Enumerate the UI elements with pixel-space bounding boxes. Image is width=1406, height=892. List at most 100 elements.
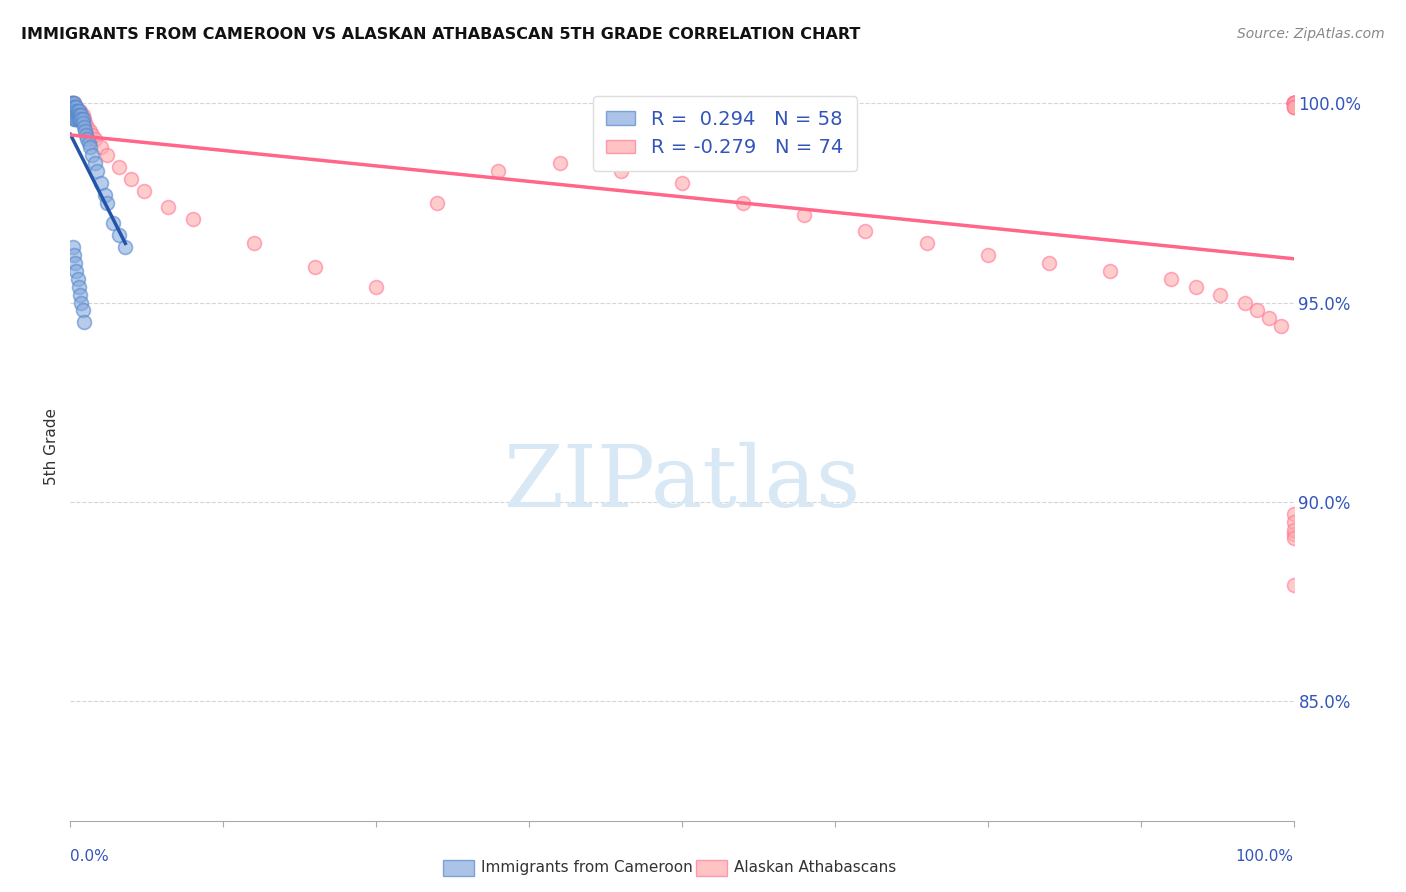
Point [59,96,82,111]
Point [1282,96,1305,111]
Point [67,112,90,127]
Point [69,104,91,119]
Point [793,208,815,222]
Point [70,112,93,127]
Point [65,104,87,119]
Point [1282,96,1305,111]
Point [65,104,87,119]
Point [65,263,87,277]
Point [69,112,91,127]
Point [73,116,96,130]
Point [73,112,96,127]
Text: Immigrants from Cameroon: Immigrants from Cameroon [481,860,693,874]
Text: 0.0%: 0.0% [70,848,110,863]
Point [82,128,104,142]
Point [1282,515,1305,529]
Point [67,279,90,293]
Point [96,148,118,162]
Point [63,100,86,114]
Point [86,164,108,178]
Text: IMMIGRANTS FROM CAMEROON VS ALASKAN ATHABASCAN 5TH GRADE CORRELATION CHART: IMMIGRANTS FROM CAMEROON VS ALASKAN ATHA… [21,27,860,42]
Point [63,112,86,127]
Point [70,295,93,310]
Point [62,240,84,254]
Point [67,108,90,122]
Point [65,100,87,114]
Point [62,104,84,119]
Point [72,108,94,122]
Point [1282,96,1305,111]
Point [62,108,84,122]
Text: Source: ZipAtlas.com: Source: ZipAtlas.com [1237,27,1385,41]
Point [69,287,91,301]
Point [63,96,86,111]
Point [157,200,180,214]
Point [62,96,84,111]
Point [76,120,98,135]
Point [63,108,86,122]
Point [70,108,93,122]
Point [72,303,94,318]
Point [1282,96,1305,111]
Point [121,172,143,186]
Point [67,104,90,119]
Point [66,108,89,122]
Point [63,100,86,114]
Point [1282,578,1305,592]
Point [976,248,998,262]
Point [1282,96,1305,111]
Text: ZIPatlas: ZIPatlas [503,442,860,525]
Point [90,176,112,190]
Point [67,104,90,119]
Point [1282,100,1305,114]
Point [65,108,87,122]
Y-axis label: 5th Grade: 5th Grade [44,408,59,484]
Point [610,164,633,178]
Text: 100.0%: 100.0% [1236,848,1294,863]
Point [1270,319,1292,334]
Point [62,100,84,114]
Point [1282,526,1305,541]
Point [60,100,83,114]
Point [59,100,82,114]
Point [90,140,112,154]
Text: Alaskan Athabascans: Alaskan Athabascans [734,860,896,874]
Point [96,195,118,210]
Point [548,156,571,170]
Point [1282,523,1305,537]
Point [1282,96,1305,111]
Point [1282,96,1305,111]
Point [1160,271,1182,285]
Legend: R =  0.294   N = 58, R = -0.279   N = 74: R = 0.294 N = 58, R = -0.279 N = 74 [592,96,856,171]
Point [63,255,86,269]
Point [79,140,101,154]
Point [62,96,84,111]
Point [108,160,131,174]
Point [66,104,89,119]
Point [63,112,86,127]
Point [72,116,94,130]
Point [67,108,90,122]
Point [66,112,89,127]
Point [366,279,388,293]
Point [62,100,84,114]
Point [1282,96,1305,111]
Point [82,148,104,162]
Point [63,248,86,262]
Point [73,124,96,138]
Point [93,188,115,202]
Point [1282,507,1305,521]
Point [63,104,86,119]
Point [1282,531,1305,545]
Point [181,211,204,226]
Point [77,136,100,150]
Point [63,100,86,114]
Point [69,108,91,122]
Point [72,112,94,127]
Point [114,240,136,254]
Point [70,108,93,122]
Point [1099,263,1122,277]
Point [1282,96,1305,111]
Point [60,96,83,111]
Point [63,108,86,122]
